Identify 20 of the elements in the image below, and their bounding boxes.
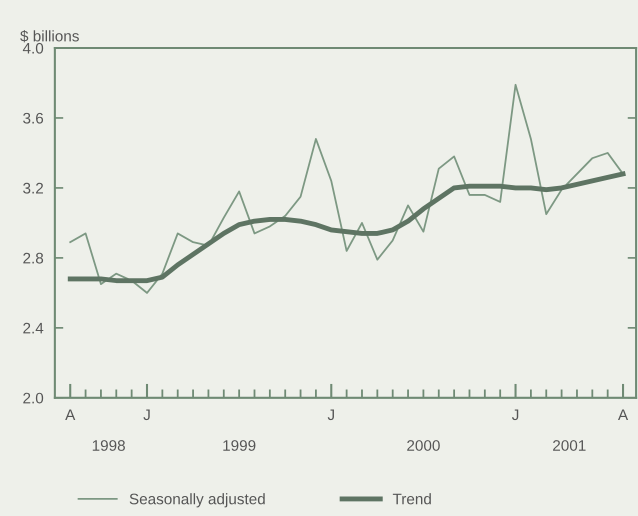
text: 2001 [553, 440, 586, 451]
line-series [68, 172, 626, 284]
y-tick-label: 3.2 [23, 182, 43, 194]
x-tick-label: J [328, 410, 334, 420]
x-tick-label: J [512, 410, 518, 420]
x-tick-label: A [65, 410, 76, 420]
text: 1998 [92, 440, 125, 451]
y-axis-title: $ billions [20, 30, 79, 42]
x-tick-label: A [618, 410, 628, 420]
y-tick-label: 2.8 [23, 252, 44, 264]
y-tick-label: 2.4 [23, 322, 44, 334]
line-series [69, 84, 624, 294]
y-tick-label: 4.0 [22, 42, 44, 54]
text: 2000 [407, 440, 440, 451]
y-tick-label: 2.0 [23, 392, 44, 404]
text: 1999 [223, 440, 256, 451]
x-tick-label: J [143, 410, 150, 420]
y-tick-label: 3.6 [23, 112, 44, 124]
legend-label: Trend [392, 493, 431, 504]
legend-label: Seasonally adjusted [130, 493, 265, 508]
